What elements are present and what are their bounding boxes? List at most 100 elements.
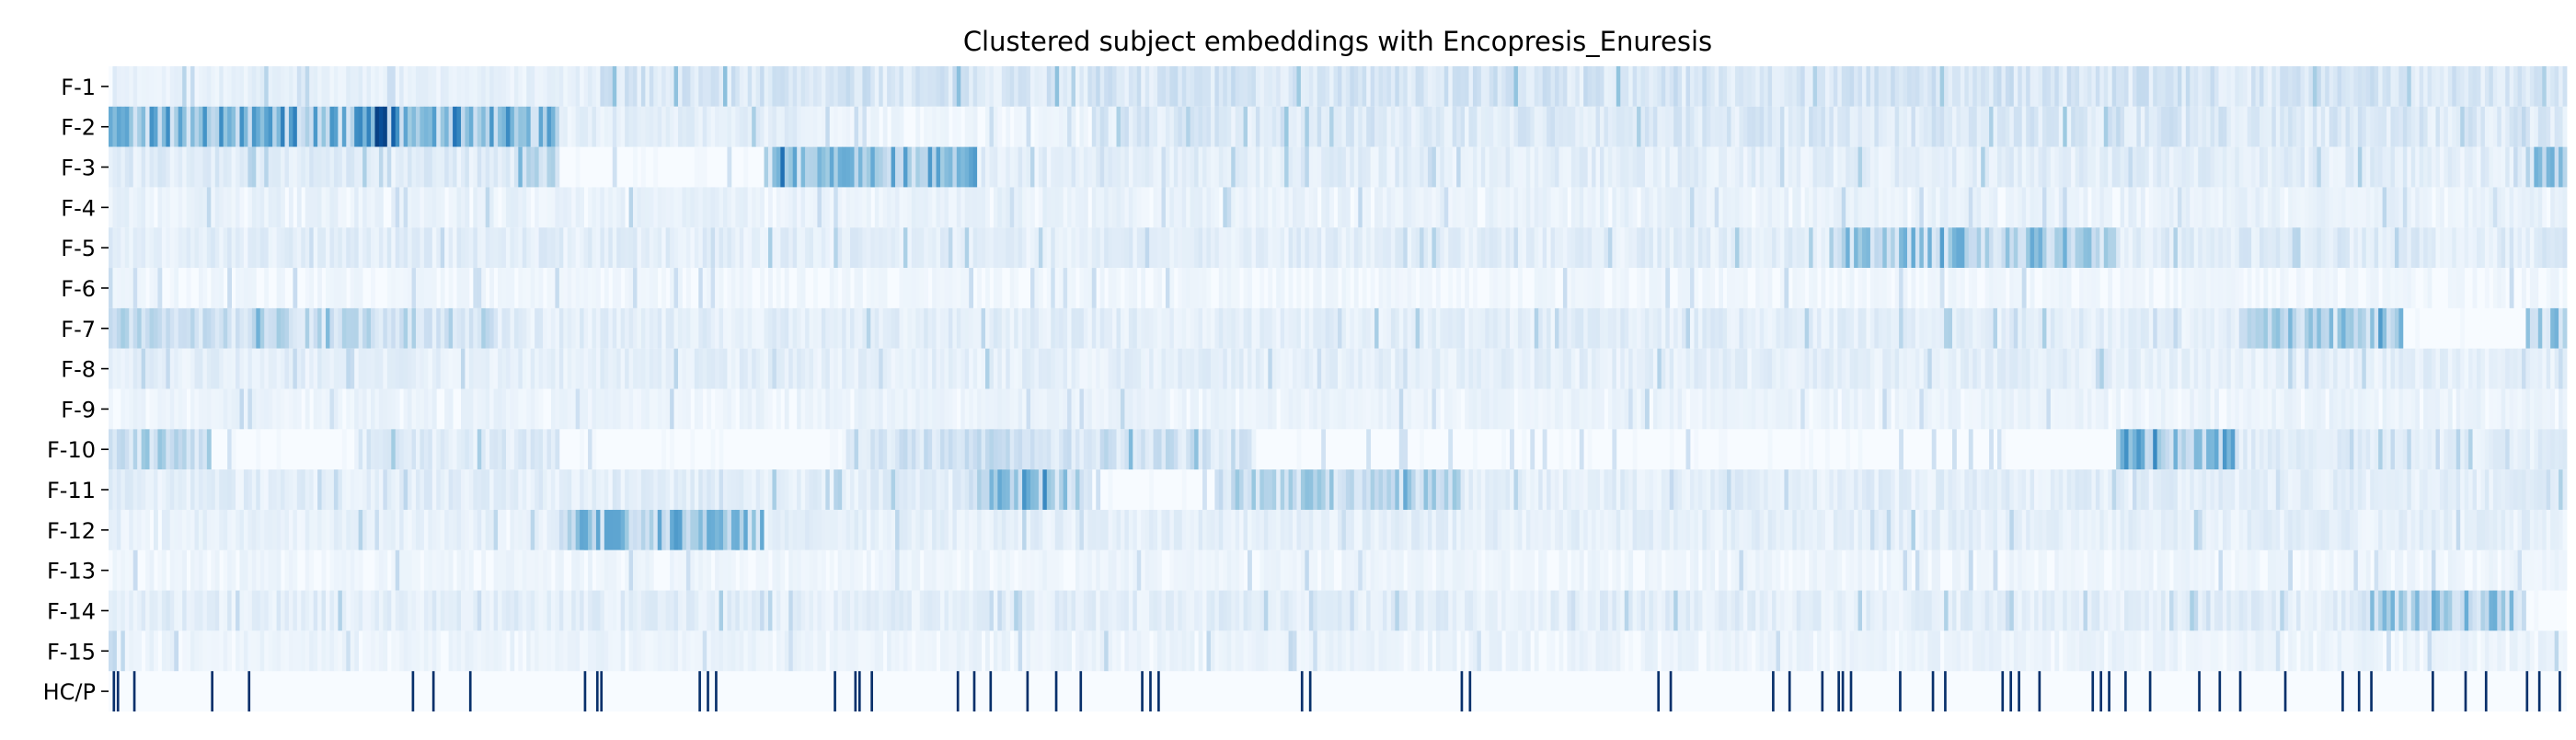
heatmap-cell	[1878, 187, 1883, 228]
heatmap-cell	[157, 66, 163, 107]
heatmap-cell	[915, 268, 921, 308]
heatmap-cell	[1689, 146, 1695, 188]
heatmap-cell	[2489, 66, 2494, 107]
heatmap-cell	[1259, 227, 1265, 269]
heatmap-cell	[2054, 388, 2060, 430]
heatmap-cell	[1874, 187, 1880, 228]
heatmap-cell	[1759, 227, 1765, 269]
heatmap-cell	[730, 227, 736, 269]
heatmap-cell	[989, 146, 995, 188]
heatmap-cell	[640, 307, 646, 349]
heatmap-cell	[2534, 348, 2539, 389]
heatmap-cell	[964, 187, 970, 228]
heatmap-cell	[2407, 146, 2412, 188]
heatmap-cell	[1652, 187, 1658, 228]
heatmap-cell	[1091, 307, 1097, 349]
heatmap-cell	[1263, 227, 1269, 269]
heatmap-cell	[1837, 106, 1843, 147]
heatmap-cell	[1742, 146, 1748, 188]
heatmap-cell	[456, 268, 462, 308]
heatmap-cell	[1440, 187, 1445, 228]
heatmap-cell	[460, 348, 466, 389]
heatmap-cell	[1821, 146, 1826, 188]
heatmap-cell	[1218, 146, 1224, 188]
heatmap-cell	[2271, 146, 2277, 188]
heatmap-cell	[764, 307, 769, 349]
heatmap-cell	[678, 106, 683, 147]
heatmap-cell	[1510, 307, 1514, 349]
heatmap-cell	[850, 66, 855, 107]
heatmap-cell	[1108, 146, 1113, 188]
heatmap-cell	[166, 227, 171, 269]
heatmap-cell	[2484, 187, 2490, 228]
heatmap-cell	[2308, 66, 2314, 107]
heatmap-cell	[1411, 268, 1417, 308]
heatmap-cell	[522, 388, 527, 430]
heatmap-cell	[411, 307, 417, 349]
heatmap-cell	[309, 307, 315, 349]
heatmap-cell	[2554, 66, 2559, 107]
heatmap-cell	[755, 187, 761, 228]
heatmap-cell	[161, 187, 167, 228]
heatmap-cell	[2263, 227, 2269, 269]
heatmap-cell	[919, 307, 925, 349]
heatmap-cell	[2374, 66, 2379, 107]
heatmap-cell	[416, 106, 420, 147]
heatmap-cell	[767, 66, 773, 107]
heatmap-cell	[1251, 146, 1257, 188]
heatmap-cell	[326, 227, 330, 269]
heatmap-cell	[1366, 66, 1372, 107]
heatmap-cell	[2447, 227, 2453, 269]
heatmap-cell	[477, 187, 482, 228]
heatmap-cell	[2444, 227, 2449, 269]
heatmap-cell	[989, 307, 995, 349]
heatmap-cell	[1435, 227, 1441, 269]
heatmap-cell	[1993, 227, 1998, 269]
heatmap-cell	[956, 106, 961, 147]
heatmap-cell	[1308, 348, 1314, 389]
heatmap-cell	[2492, 106, 2498, 147]
heatmap-cell	[2402, 388, 2408, 430]
heatmap-cell	[1333, 146, 1339, 188]
heatmap-cell	[911, 66, 916, 107]
heatmap-cell	[1923, 187, 1928, 228]
heatmap-cell	[2320, 106, 2326, 147]
heatmap-cell	[977, 268, 982, 308]
heatmap-cell	[1637, 227, 1641, 269]
heatmap-cell	[608, 66, 614, 107]
heatmap-cell	[1124, 146, 1130, 188]
heatmap-cell	[1800, 388, 1806, 430]
heatmap-cell	[2058, 348, 2064, 389]
heatmap-cell	[673, 268, 679, 308]
heatmap-cell	[727, 106, 732, 147]
heatmap-cell	[1395, 268, 1400, 308]
heatmap-cell	[2394, 348, 2399, 389]
heatmap-cell	[1104, 388, 1110, 430]
heatmap-cell	[1517, 66, 1523, 107]
heatmap-cell	[1268, 388, 1273, 430]
heatmap-cell	[505, 388, 511, 430]
heatmap-cell	[2522, 106, 2526, 147]
heatmap-cell	[1784, 268, 1789, 308]
heatmap-cell	[391, 187, 397, 228]
heatmap-cell	[2005, 307, 2010, 349]
heatmap-cell	[767, 348, 773, 389]
heatmap-cell	[817, 348, 822, 389]
heatmap-cell	[1972, 106, 1978, 147]
heatmap-cell	[2505, 227, 2511, 269]
heatmap-cell	[702, 66, 707, 107]
heatmap-cell	[2333, 388, 2339, 430]
heatmap-cell	[374, 106, 380, 147]
heatmap-cell	[535, 66, 539, 107]
heatmap-cell	[1792, 187, 1798, 228]
heatmap-cell	[2034, 106, 2039, 147]
heatmap-cell	[1869, 227, 1875, 269]
heatmap-cell	[661, 307, 667, 349]
heatmap-cell	[1542, 348, 1547, 389]
heatmap-cell	[2410, 187, 2416, 228]
heatmap-cell	[682, 66, 687, 107]
heatmap-cell	[1443, 187, 1449, 228]
heatmap-cell	[477, 268, 482, 308]
heatmap-cell	[2181, 388, 2187, 430]
heatmap-cell	[2444, 106, 2449, 147]
